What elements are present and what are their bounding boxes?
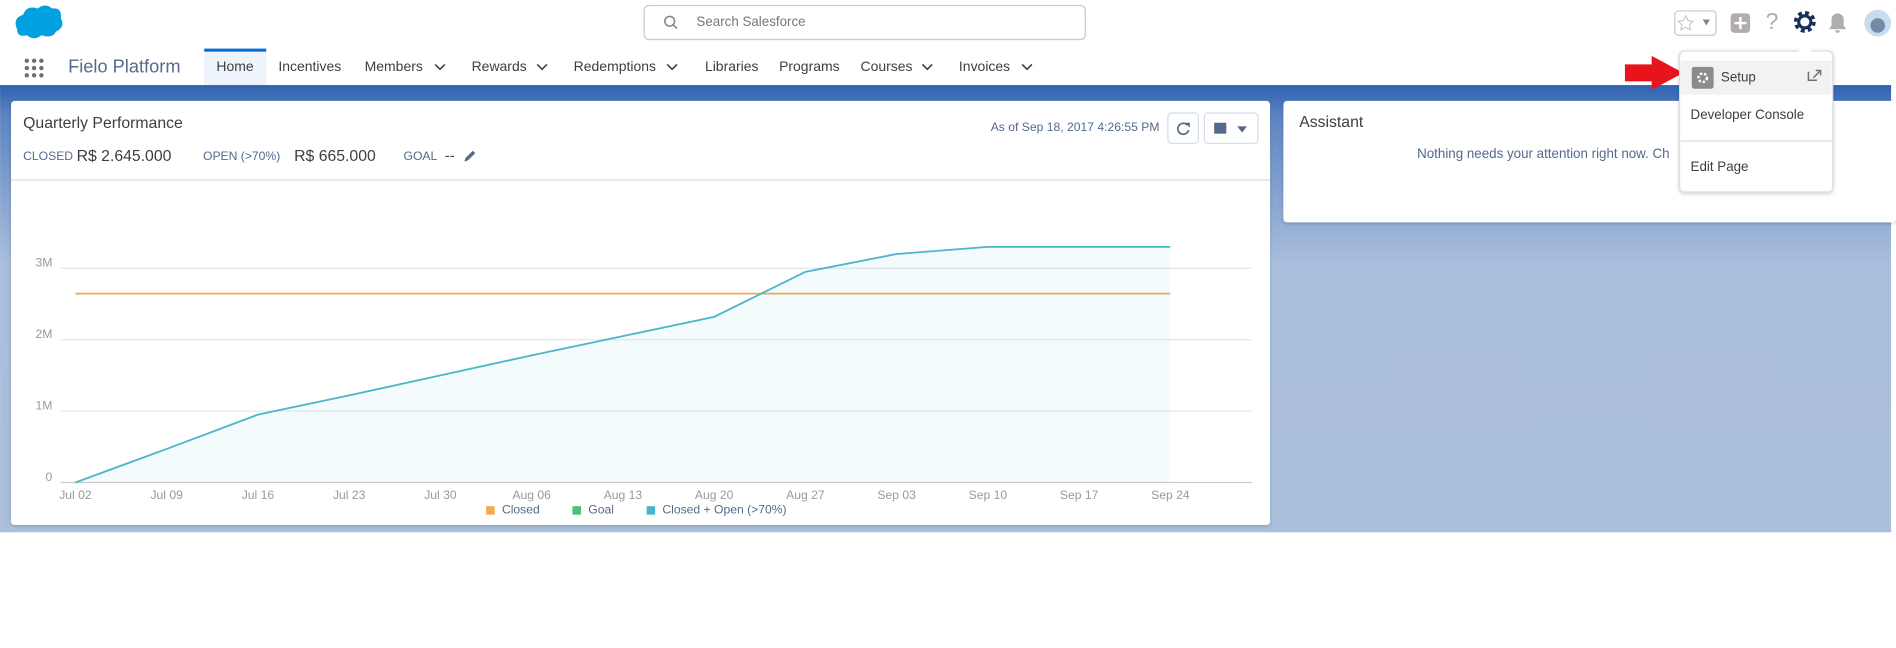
nav-item[interactable]: Incentives xyxy=(278,58,341,74)
nav-chevrons[interactable] xyxy=(434,63,1033,71)
search-placeholder: Search Salesforce xyxy=(696,14,805,29)
search-icon xyxy=(672,24,678,30)
refresh-icon xyxy=(1177,122,1190,136)
bell-icon[interactable] xyxy=(1829,13,1847,33)
x-tick-label: Aug 20 xyxy=(695,488,734,502)
nav-item[interactable]: Rewards xyxy=(472,58,527,74)
menu-item[interactable]: Edit Page xyxy=(1691,159,1749,174)
app-launcher[interactable] xyxy=(24,58,44,78)
y-tick-label: 2M xyxy=(35,327,52,341)
edit-goal[interactable] xyxy=(464,150,476,162)
goal-value: -- xyxy=(445,149,455,165)
x-tick-label: Jul 09 xyxy=(150,488,183,502)
x-tick-label: Sep 03 xyxy=(877,488,916,502)
x-tick-label: Aug 13 xyxy=(604,488,643,502)
calendar-icon xyxy=(1214,122,1227,134)
menu-nub xyxy=(1797,44,1813,53)
caret xyxy=(1237,126,1247,133)
nav-item[interactable]: Courses xyxy=(860,58,912,74)
assistant-title: Assistant xyxy=(1299,114,1364,131)
x-tick-label: Sep 24 xyxy=(1151,488,1190,502)
open-new-icon[interactable] xyxy=(1807,69,1822,81)
open-label: OPEN (>70%) xyxy=(203,149,280,163)
pointer-arrow xyxy=(1624,55,1684,90)
closed-value: R$ 2.645.000 xyxy=(77,148,172,165)
x-tick-label: Aug 06 xyxy=(512,488,551,502)
menu-item[interactable]: Developer Console xyxy=(1691,107,1805,122)
search-box[interactable] xyxy=(643,4,1086,41)
app-name: Fielo Platform xyxy=(68,56,180,76)
legend-label: Closed xyxy=(502,503,540,517)
nav-item[interactable]: Home xyxy=(216,58,253,74)
x-tick-label: Jul 30 xyxy=(424,488,457,502)
star-icon xyxy=(1677,14,1695,31)
goal-label: GOAL xyxy=(404,149,438,163)
nav-item[interactable]: Programs xyxy=(779,58,840,74)
card-title: Quarterly Performance xyxy=(23,115,183,132)
nav-item[interactable]: Redemptions xyxy=(574,58,656,74)
series-line xyxy=(75,245,1171,484)
nav-item[interactable]: Invoices xyxy=(959,58,1010,74)
gear-icon xyxy=(1797,14,1813,30)
y-tick-label: 0 xyxy=(46,470,53,484)
plus xyxy=(1734,17,1747,30)
y-tick-label: 3M xyxy=(35,256,52,270)
legend-swatch xyxy=(486,506,495,515)
period-button[interactable] xyxy=(1203,112,1259,145)
chart-card xyxy=(11,100,1271,526)
setup-icon xyxy=(1697,72,1709,84)
x-tick-label: Jul 02 xyxy=(59,488,92,502)
nav-bar xyxy=(0,48,1896,86)
x-tick-label: Sep 10 xyxy=(969,488,1008,502)
avatar xyxy=(1870,18,1885,33)
nav-item[interactable]: Members xyxy=(365,58,423,74)
search-icon xyxy=(664,15,676,27)
legend-swatch xyxy=(646,506,656,515)
nav-item[interactable]: Libraries xyxy=(705,58,759,74)
open-value: R$ 665.000 xyxy=(294,148,376,165)
legend-label: Goal xyxy=(588,503,614,517)
setup-icon xyxy=(1691,66,1714,89)
as-of: As of Sep 18, 2017 4:26:55 PM xyxy=(991,120,1160,134)
y-tick-label: 1M xyxy=(35,398,52,412)
x-tick-label: Aug 27 xyxy=(786,488,825,502)
x-tick-label: Jul 23 xyxy=(333,488,366,502)
legend-label: Closed + Open (>70%) xyxy=(662,503,786,517)
gear-icon[interactable] xyxy=(1793,10,1816,33)
assistant-message: Nothing needs your attention right now. … xyxy=(1417,146,1670,161)
x-tick-label: Jul 16 xyxy=(242,488,275,502)
caret xyxy=(1702,19,1710,26)
active-tab-bar xyxy=(204,48,267,52)
area xyxy=(75,246,1171,483)
closed-label: CLOSED xyxy=(23,149,73,163)
x-tick-label: Sep 17 xyxy=(1060,488,1099,502)
refresh-button[interactable] xyxy=(1167,112,1199,145)
logo[interactable] xyxy=(15,5,63,39)
legend-swatch xyxy=(572,506,581,515)
help-icon[interactable]: ? xyxy=(1766,8,1779,34)
menu-item[interactable]: Setup xyxy=(1721,69,1756,84)
active-tab xyxy=(204,48,267,86)
